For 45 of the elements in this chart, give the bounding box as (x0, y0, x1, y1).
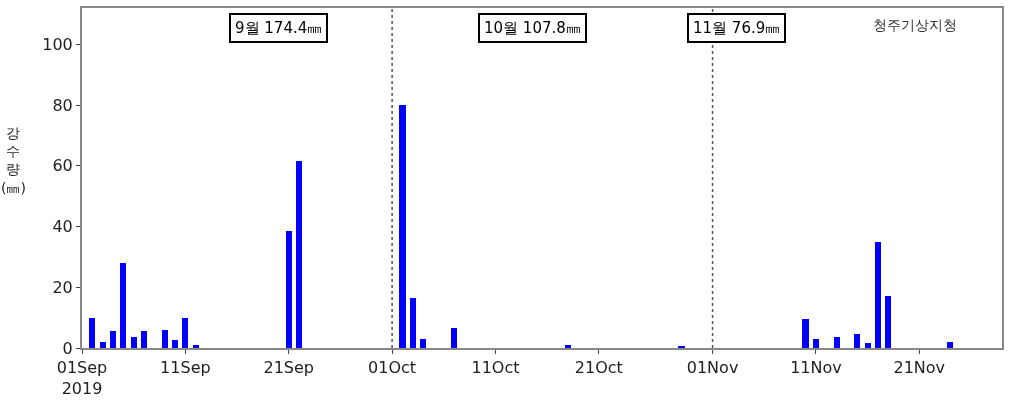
bar (565, 345, 571, 348)
bar (296, 161, 302, 348)
bar (100, 342, 106, 348)
bar (162, 330, 168, 348)
bar (802, 319, 809, 348)
y-axis-title: 강 수 량 (㎜) (1, 125, 26, 196)
x-tick-label: 11Oct (471, 358, 520, 378)
bar (141, 331, 147, 348)
bar (182, 318, 188, 348)
bar (110, 331, 116, 348)
bar (420, 339, 426, 348)
x-tick-label: 01Oct (368, 358, 417, 378)
x-tick-label: 11Nov (790, 358, 842, 378)
y-tick-label: 80 (52, 95, 73, 115)
bar (172, 340, 178, 348)
y-tick-label: 100 (42, 35, 73, 55)
x-tick-label: 01Nov (686, 358, 739, 378)
x-tick-label: 21Oct (574, 358, 623, 378)
bar (451, 328, 457, 348)
y-tick-label: 20 (52, 277, 73, 297)
bar (89, 318, 95, 348)
x-tick-label: 11Sep (160, 358, 211, 378)
bar (875, 242, 881, 348)
bar (865, 343, 871, 348)
y-tick-label: 60 (52, 156, 73, 176)
bar (410, 298, 416, 348)
x-tick-label: 21Nov (893, 358, 946, 378)
x-tick-label: 01Sep 2019 (56, 358, 108, 398)
bar (193, 345, 199, 348)
annotation: 청주기상지청 (873, 17, 957, 33)
annotation: 9월 174.4㎜ (235, 19, 323, 37)
bar (131, 337, 137, 348)
x-tick-label: 21Sep (263, 358, 314, 378)
bar (947, 342, 953, 348)
y-tick-label: 40 (52, 217, 73, 237)
bar (286, 231, 292, 348)
bar (813, 339, 819, 348)
y-tick-label: 0 (62, 338, 73, 358)
bar (399, 105, 406, 348)
annotation: 11월 76.9㎜ (693, 19, 781, 37)
annotation: 10월 107.8㎜ (484, 19, 581, 37)
bar (854, 334, 860, 348)
bar (834, 337, 840, 348)
bar (885, 296, 891, 348)
bar (120, 263, 126, 348)
